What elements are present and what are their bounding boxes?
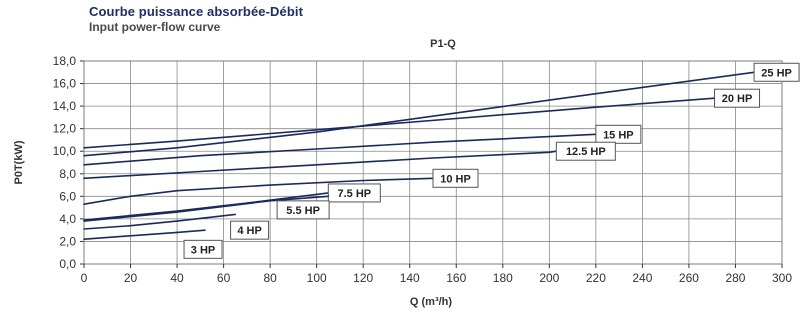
series-label: 10 HP bbox=[440, 173, 471, 185]
series-label-box bbox=[753, 62, 800, 82]
y-tick-label: 8,0 bbox=[59, 167, 76, 181]
series-label-box bbox=[432, 168, 479, 188]
y-tick-label: 12,0 bbox=[53, 122, 77, 136]
plot-frame bbox=[83, 60, 783, 265]
series-line-10-hp bbox=[83, 177, 434, 205]
series-label: 5.5 HP bbox=[286, 205, 320, 217]
series-line-25-hp bbox=[83, 71, 755, 157]
series-line-5-5-hp bbox=[83, 195, 330, 222]
series-label-box bbox=[555, 141, 616, 161]
x-tick-label: 80 bbox=[263, 271, 277, 285]
x-tick-label: 140 bbox=[400, 271, 420, 285]
series-label-box bbox=[595, 124, 642, 144]
series-label-box bbox=[327, 183, 381, 203]
x-tick-label: 300 bbox=[772, 271, 792, 285]
series-line-12-5-hp bbox=[83, 150, 558, 180]
x-tick-label: 160 bbox=[446, 271, 466, 285]
y-tick-label: 10,0 bbox=[53, 144, 77, 158]
series-label-box bbox=[276, 200, 330, 220]
x-tick-label: 60 bbox=[217, 271, 231, 285]
x-tick-label: 260 bbox=[679, 271, 699, 285]
series-label-box bbox=[183, 239, 223, 259]
chart-subtitle-en: Input power-flow curve bbox=[89, 20, 221, 34]
y-tick-label: 2,0 bbox=[59, 234, 76, 248]
x-tick-label: 20 bbox=[124, 271, 138, 285]
x-tick-label: 200 bbox=[539, 271, 559, 285]
y-tick-label: 6,0 bbox=[59, 189, 76, 203]
series-label: 4 HP bbox=[237, 225, 261, 237]
series-line-15-hp bbox=[83, 133, 597, 166]
x-tick-label: 0 bbox=[81, 271, 88, 285]
series-label: 7.5 HP bbox=[337, 188, 371, 200]
x-axis-label: Q (m³/h) bbox=[410, 296, 452, 308]
x-tick-label: 220 bbox=[586, 271, 606, 285]
y-tick-label: 0,0 bbox=[59, 257, 76, 271]
x-tick-label: 180 bbox=[493, 271, 513, 285]
y-tick-label: 16,0 bbox=[53, 77, 77, 91]
series-line-3-hp bbox=[83, 229, 206, 240]
series-line-4-hp bbox=[83, 213, 236, 230]
y-tick-label: 18,0 bbox=[53, 54, 77, 68]
y-tick-label: 4,0 bbox=[59, 212, 76, 226]
x-tick-label: 240 bbox=[632, 271, 652, 285]
series-line-7-5-hp bbox=[83, 192, 330, 221]
series-line-20-hp bbox=[83, 97, 716, 149]
y-tick-label: 14,0 bbox=[53, 99, 77, 113]
y-axis-label: P0T(kW) bbox=[13, 140, 25, 184]
series-label-box bbox=[714, 88, 761, 108]
x-tick-label: 120 bbox=[353, 271, 373, 285]
x-tick-label: 100 bbox=[307, 271, 327, 285]
x-tick-label: 280 bbox=[725, 271, 745, 285]
chart-title: P1-Q bbox=[430, 38, 456, 50]
series-label: 15 HP bbox=[603, 129, 634, 141]
series-label: 3 HP bbox=[191, 244, 215, 256]
series-label: 25 HP bbox=[761, 67, 792, 79]
x-tick-label: 40 bbox=[170, 271, 184, 285]
series-label: 12.5 HP bbox=[566, 146, 606, 158]
series-label: 20 HP bbox=[722, 93, 753, 105]
series-label-box bbox=[230, 220, 270, 240]
chart-title-fr: Courbe puissance absorbée-Débit bbox=[89, 4, 304, 19]
